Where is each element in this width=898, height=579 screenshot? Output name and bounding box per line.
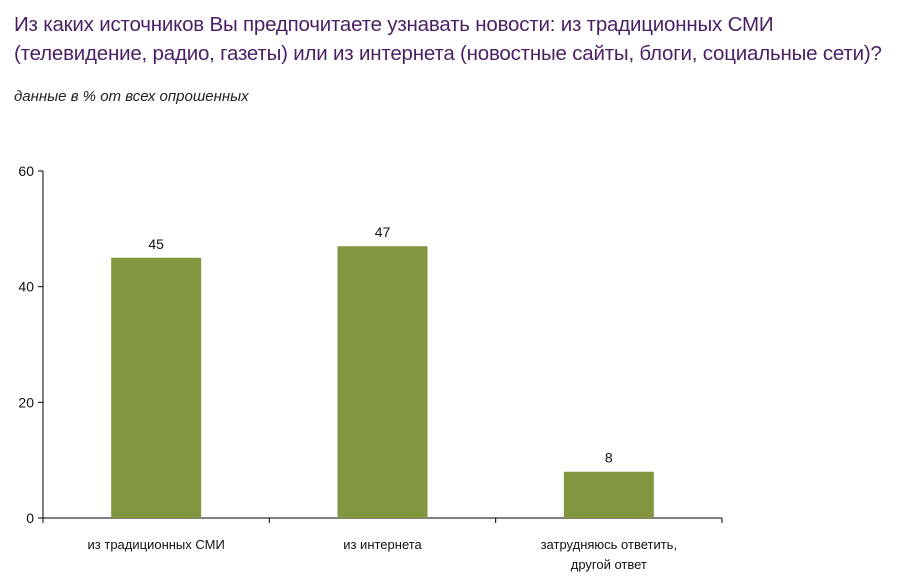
category-label: из традиционных СМИ (88, 537, 225, 552)
y-tick-label: 20 (18, 394, 34, 410)
bar (111, 257, 202, 518)
y-axis: 0 20 40 60 (18, 163, 44, 526)
chart-subtitle: данные в % от всех опрошенных (14, 88, 249, 105)
bar (337, 246, 428, 518)
bar (563, 471, 654, 518)
category-label: затрудняюсь ответить, другой ответ (541, 537, 677, 572)
y-tick-label: 40 (18, 279, 34, 295)
category-label: из интернета (343, 537, 422, 552)
value-labels: 45 47 8 (148, 224, 613, 466)
data-label: 47 (375, 224, 391, 240)
y-tick-label: 0 (26, 510, 34, 526)
chart-title: Из каких источников Вы предпочитаете узн… (14, 13, 882, 65)
category-labels: из традиционных СМИ из интернета затрудняю… (88, 537, 678, 572)
data-label: 8 (605, 450, 613, 466)
bars (111, 246, 654, 518)
data-label: 45 (148, 236, 164, 252)
x-axis (42, 517, 723, 523)
y-tick-label: 60 (18, 163, 34, 179)
